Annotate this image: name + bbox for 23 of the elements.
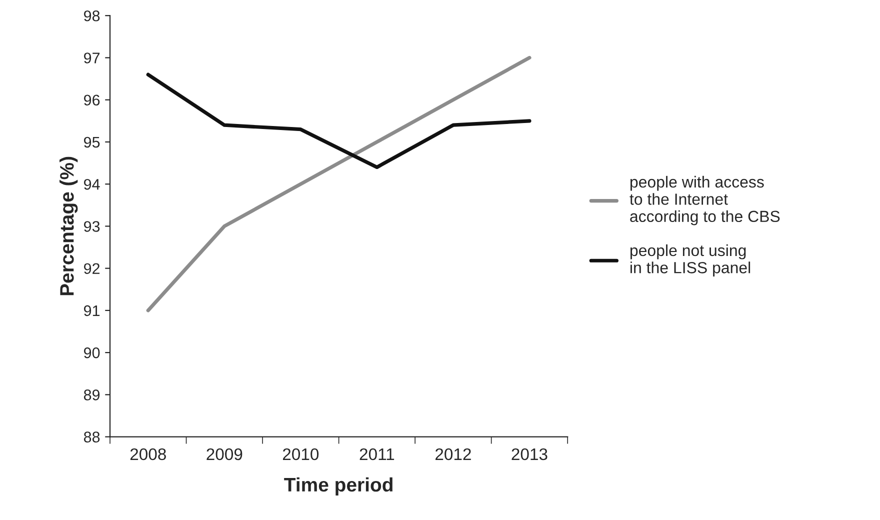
y-tick-label: 88 bbox=[84, 432, 100, 442]
legend-label: people with access to the Internet according to the CBS bbox=[630, 176, 780, 226]
y-tick-label: 91 bbox=[84, 305, 100, 316]
y-tick-label: 96 bbox=[84, 94, 100, 106]
legend-label: people not using in the LISS panel bbox=[630, 244, 750, 276]
y-tick-label: 90 bbox=[84, 347, 100, 358]
y-tick-label: 93 bbox=[84, 221, 100, 232]
x-tick-label: 2008 bbox=[130, 448, 166, 460]
line-series bbox=[146, 56, 532, 312]
x-tick-label: 2009 bbox=[206, 448, 242, 460]
y-tick-label: 98 bbox=[84, 10, 100, 22]
line-series bbox=[146, 72, 532, 170]
y-tick-label: 92 bbox=[84, 263, 100, 274]
y-tick-label: 94 bbox=[84, 178, 100, 190]
x-axis-title: Time period bbox=[284, 477, 392, 496]
y-axis-title: Percentage (%) bbox=[60, 156, 78, 296]
x-tick-label: 2010 bbox=[282, 448, 319, 460]
y-tick-label: 95 bbox=[84, 136, 100, 148]
x-tick-label: 2013 bbox=[512, 448, 548, 460]
y-tick-label: 97 bbox=[84, 52, 100, 64]
x-tick-label: 2012 bbox=[436, 448, 471, 460]
y-tick-label: 89 bbox=[84, 390, 100, 400]
x-tick-label: 2011 bbox=[360, 448, 394, 460]
